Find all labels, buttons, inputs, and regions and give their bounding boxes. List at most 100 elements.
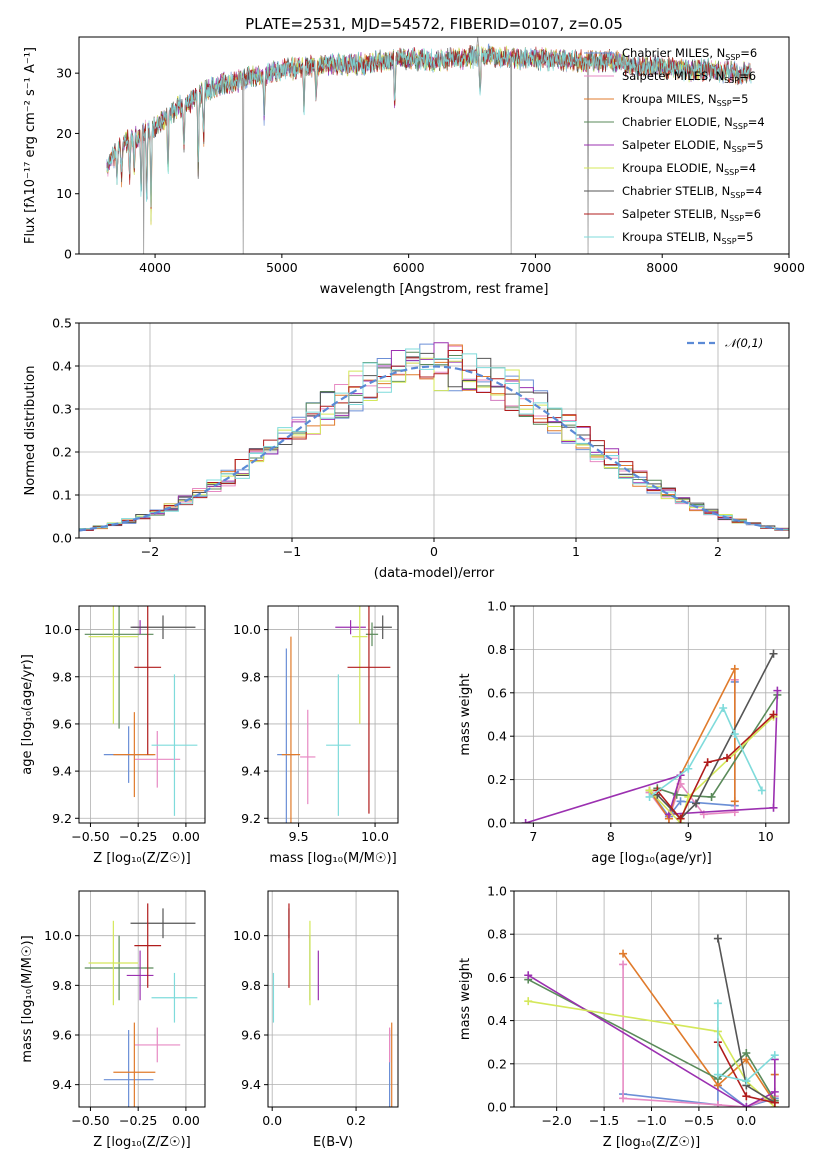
x-tick-label: 0.00 (172, 1113, 200, 1128)
legend-nssp-subscript: SSP (722, 237, 737, 246)
point-kroupa-stelib (326, 674, 351, 816)
legend-label: Kroupa MILES, NSSP=5 (622, 92, 749, 108)
legend-nssp-value: =6 (739, 69, 756, 83)
y-axis-label: Flux [fλ10⁻¹⁷ erg cm⁻² s⁻¹ A⁻¹] (23, 47, 38, 244)
spectrum-spike (510, 57, 512, 254)
y-tick-label: 0.3 (52, 402, 72, 417)
y-tick-label: 9.8 (52, 669, 72, 684)
x-tick-label: −1 (283, 544, 301, 559)
y-tick-label: 10.0 (233, 928, 261, 943)
x-tick-label: 5000 (266, 260, 298, 275)
y-tick-label: 0.2 (487, 772, 507, 787)
x-tick-label: 2 (714, 544, 722, 559)
point-chabrier-stelib (130, 908, 196, 939)
y-tick-label: 0.0 (52, 531, 72, 546)
axes-frame (78, 890, 206, 1108)
series-marker (730, 797, 739, 806)
legend-nssp-subscript: SSP (724, 168, 739, 177)
spectrum-spike (587, 60, 590, 254)
x-tick-label: 0 (430, 544, 438, 559)
series-marker (769, 803, 778, 812)
y-tick-label: 9.6 (241, 716, 261, 731)
series-marker (684, 764, 693, 773)
y-tick-label: 0 (64, 247, 72, 262)
x-tick-label: 6000 (393, 260, 425, 275)
point-salpeter-elodie (126, 950, 154, 1001)
series-line (527, 978, 776, 1101)
y-tick-label: 30 (56, 66, 72, 81)
x-tick-label: 7000 (520, 260, 552, 275)
series-kroupa-stelib (713, 999, 779, 1086)
point-chabrier-elodie (84, 606, 154, 729)
axes-frame (513, 605, 790, 824)
y-axis-label: mass [log₁₀(M/M☉)] (20, 935, 35, 1062)
legend-nssp-value: =6 (740, 46, 757, 60)
series-line (656, 653, 775, 820)
series-marker (742, 1049, 751, 1057)
series-line (657, 694, 779, 798)
axes-frame (78, 322, 790, 539)
series-marker (707, 792, 716, 801)
panel-mass-vs-EBV: 0.0 0.2 9.4 9.6 9.8 10.0 E(B-V) (233, 890, 399, 1150)
point-chabrier-stelib (130, 615, 196, 640)
legend-label: 𝒩(0,1) (725, 336, 763, 350)
panel-massweight-vs-Z: −2.0 −1.5 −1.0 −0.5 0.0 0.0 0.2 0.4 0.6 0.8 1.0 Z [… (458, 884, 790, 1150)
legend-label: Chabrier STELIB, NSSP=4 (622, 184, 762, 200)
point-salpeter-miles (300, 709, 316, 805)
legend-nssp-value: =5 (732, 92, 749, 106)
x-tick-label: −0.25 (119, 829, 157, 844)
series-marker (676, 814, 685, 823)
axes-frame (78, 605, 206, 824)
point-chabrier-elodie (365, 622, 379, 647)
series-marker (619, 960, 628, 969)
x-tick-label: 0.2 (346, 1113, 366, 1128)
x-axis-label: Z [log₁₀(Z/Z☉)] (603, 1135, 700, 1150)
y-tick-label: 9.2 (241, 811, 261, 826)
series-line (525, 690, 779, 823)
axes-frame (513, 890, 790, 1108)
series-marker (730, 730, 739, 739)
plot-area (272, 903, 393, 1107)
legend-model-name: Kroupa MILES (622, 92, 701, 106)
y-tick-label: 9.4 (52, 764, 72, 779)
x-tick-label: 0.0 (262, 1113, 282, 1128)
x-tick-label: 1 (572, 544, 580, 559)
x-tick-label: −1.5 (589, 1113, 619, 1128)
legend-nssp-value: =5 (737, 230, 754, 244)
legend-nssp-subscript: SSP (732, 145, 747, 154)
series-marker (770, 1098, 779, 1107)
x-axis-label: wavelength [Angstrom, rest frame] (320, 282, 549, 297)
x-tick-label: −0.25 (119, 1113, 157, 1128)
series-chabrier-elodie (653, 690, 782, 801)
y-tick-label: 9.6 (52, 1028, 72, 1043)
series-marker (713, 999, 722, 1008)
legend-nssp-value: =6 (744, 207, 761, 221)
point-kroupa-stelib (151, 972, 198, 1023)
y-tick-label: 0.0 (487, 1100, 507, 1115)
series-marker (521, 819, 530, 823)
y-tick-label: 0.6 (487, 685, 507, 700)
plot-area (84, 903, 198, 1107)
series-marker (773, 686, 782, 695)
series-marker (757, 786, 766, 795)
panel-age-vs-Z: −0.50 −0.25 0.00 9.2 9.4 9.6 9.8 10.0 Z [log₁₀(Z… (20, 605, 206, 866)
plot-area (79, 342, 789, 533)
series-marker (769, 649, 778, 658)
point-salpeter-miles (134, 1027, 181, 1063)
y-tick-label: 0.4 (487, 1013, 507, 1028)
series-marker (719, 703, 728, 712)
legend-model-name: Chabrier MILES (622, 46, 709, 60)
point-salpeter-stelib (134, 903, 162, 988)
x-axis-label: Z [log₁₀(Z/Z☉)] (93, 1135, 190, 1150)
axes-frame (267, 890, 399, 1108)
series-kroupa-stelib (645, 703, 766, 801)
point-kroupa-miles (113, 712, 156, 798)
series-salpeter-elodie (521, 686, 782, 823)
panel-spectrum: 4000 5000 6000 7000 8000 9000 0 10 20 30 wavelengt… (23, 36, 805, 297)
point-salpeter-stelib (134, 606, 162, 755)
y-tick-label: 20 (56, 126, 72, 141)
series-marker (723, 753, 732, 762)
point-kroupa-stelib (151, 674, 198, 816)
series-marker (692, 799, 701, 808)
plot-area (84, 606, 198, 816)
